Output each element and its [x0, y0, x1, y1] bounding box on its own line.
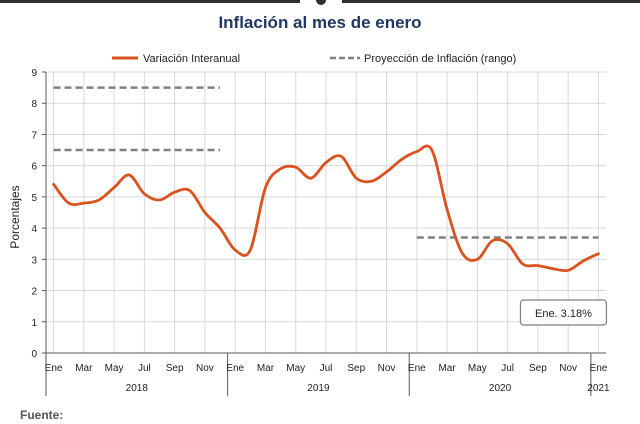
y-tick-label: 7 — [31, 130, 37, 141]
y-tick-label: 2 — [31, 287, 37, 298]
y-tick-label: 9 — [31, 68, 37, 79]
x-tick-label: Mar — [257, 363, 275, 374]
axes — [42, 71, 606, 396]
x-tick-label: Ene — [45, 363, 63, 374]
x-tick-label: Sep — [347, 363, 365, 374]
y-tick-label: 8 — [31, 99, 37, 110]
top-rule-right — [342, 0, 640, 3]
x-tick-label: Nov — [378, 363, 396, 374]
x-year-label: 2021 — [587, 383, 610, 394]
inflation-series — [52, 144, 600, 273]
annotation: Ene. 3.18% — [519, 299, 608, 326]
x-tick-label: Nov — [559, 363, 577, 374]
grid — [46, 71, 606, 353]
x-tick-label: Mar — [438, 363, 456, 374]
chart-title: Inflación al mes de enero — [218, 13, 422, 32]
x-tick-label: Ene — [226, 363, 244, 374]
x-tick-label: Ene — [408, 363, 426, 374]
x-tick-label: Nov — [196, 363, 214, 374]
projection-series — [53, 86, 599, 239]
y-tick-label: 5 — [31, 193, 37, 204]
legend-label-projection: Proyección de Inflación (rango) — [364, 53, 516, 65]
inflation-line — [52, 144, 600, 273]
y-tick-label: 6 — [31, 162, 37, 173]
tick-labels: 0 1 2 3 4 5 6 7 8 9 Ene Mar May Jul Sep Nov Ene Mar May Jul… — [31, 68, 610, 394]
x-tick-label: Ene — [590, 363, 608, 374]
x-tick-label: Jul — [320, 363, 333, 374]
x-tick-label: Jul — [501, 363, 514, 374]
x-tick-label: May — [468, 363, 487, 374]
x-year-label: 2019 — [307, 383, 330, 394]
x-tick-label: Mar — [75, 363, 93, 374]
x-year-label: 2020 — [489, 383, 512, 394]
top-rule-left — [0, 0, 300, 3]
x-tick-label: May — [286, 363, 305, 374]
y-tick-label: 0 — [31, 349, 37, 360]
annotation-text: Ene. 3.18% — [535, 308, 592, 320]
x-tick-label: Jul — [138, 363, 151, 374]
x-tick-label: Sep — [166, 363, 184, 374]
y-axis-label: Porcentajes — [8, 185, 22, 248]
x-tick-label: May — [105, 363, 124, 374]
y-tick-label: 1 — [31, 318, 37, 329]
y-tick-label: 3 — [31, 255, 37, 266]
source-label: Fuente: — [20, 408, 64, 422]
x-tick-label: Sep — [529, 363, 547, 374]
top-mark — [316, 0, 326, 5]
legend: Variación Interanual Proyección de Inflac… — [112, 53, 516, 65]
annotation-box — [519, 299, 608, 326]
top-decoration — [0, 0, 640, 8]
x-year-label: 2018 — [126, 383, 149, 394]
legend-label-inflation: Variación Interanual — [143, 53, 240, 65]
y-tick-label: 4 — [31, 224, 37, 235]
